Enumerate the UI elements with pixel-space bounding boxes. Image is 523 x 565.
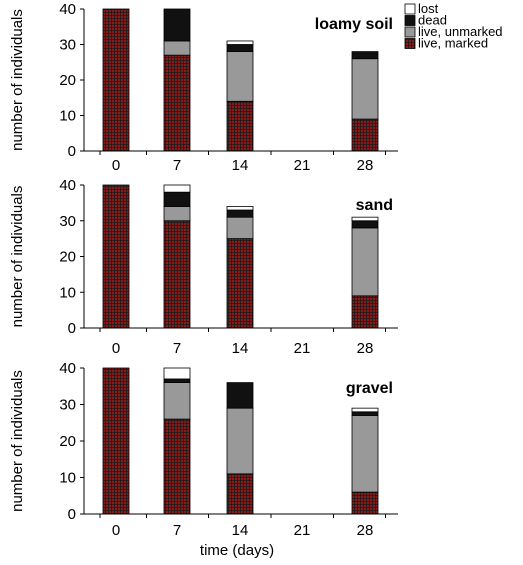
y-tick-label: 40 xyxy=(59,1,76,18)
legend-label: lost xyxy=(418,1,439,16)
legend-swatch xyxy=(404,15,416,26)
legend-label: dead xyxy=(418,13,447,28)
x-tick-label: 14 xyxy=(232,522,249,539)
y-tick-label: 30 xyxy=(59,397,76,414)
x-tick-label: 28 xyxy=(357,157,374,174)
bar-segment xyxy=(163,40,191,56)
y-tick-label: 30 xyxy=(59,213,76,230)
bar-segment xyxy=(351,227,379,297)
x-tick-label: 7 xyxy=(173,522,181,539)
y-tick-label: 10 xyxy=(59,284,76,301)
y-tick-label: 20 xyxy=(59,72,76,89)
bar-segment xyxy=(226,238,254,329)
panel-title: sand xyxy=(356,197,393,214)
x-tick-label: 21 xyxy=(294,522,311,539)
legend-swatch xyxy=(404,38,416,49)
bar-segment xyxy=(226,40,254,45)
chart-panel: 0 10 20 30 40 0 7 14 21 28 number of individuals gr… xyxy=(9,360,398,539)
bar-segment xyxy=(351,411,379,416)
y-tick-label: 20 xyxy=(59,249,76,266)
x-tick-label: 7 xyxy=(173,340,181,357)
bar-segment xyxy=(226,407,254,475)
bar-segment xyxy=(102,8,130,152)
bar-segment xyxy=(226,209,254,218)
y-tick-label: 30 xyxy=(59,37,76,54)
bar-segment xyxy=(351,118,379,152)
y-tick-label: 0 xyxy=(68,506,76,523)
x-tick-label: 0 xyxy=(112,340,120,357)
legend-swatch xyxy=(404,3,416,15)
bar-segment xyxy=(163,418,191,515)
legend-label: live, marked xyxy=(418,36,488,51)
bar-segment xyxy=(351,407,379,413)
bar-segment xyxy=(226,44,254,52)
x-tick-label: 14 xyxy=(232,157,249,174)
bar-segment xyxy=(163,191,191,207)
y-tick-label: 20 xyxy=(59,433,76,450)
bar-segment xyxy=(226,473,254,515)
x-tick-label: 28 xyxy=(357,522,374,539)
y-tick-label: 40 xyxy=(59,360,76,377)
y-tick-label: 10 xyxy=(59,470,76,487)
bar-segment xyxy=(226,216,254,240)
x-tick-label: 14 xyxy=(232,340,249,357)
bar-segment xyxy=(226,51,254,102)
bar-segment xyxy=(226,382,254,409)
bar-segment xyxy=(163,367,191,380)
bar-segment xyxy=(163,206,191,222)
bar-segment xyxy=(163,184,191,193)
bar-segment xyxy=(351,220,379,229)
x-tick-label: 21 xyxy=(294,340,311,357)
bar-segment xyxy=(163,382,191,420)
x-axis-title: time (days) xyxy=(200,542,274,559)
panel-title: gravel xyxy=(346,380,393,397)
bar-segment xyxy=(351,491,379,515)
bar-segment xyxy=(351,295,379,329)
bar-segment xyxy=(163,54,191,152)
y-axis-title: number of individuals xyxy=(9,9,26,151)
bar-segment xyxy=(163,220,191,329)
bar-segment xyxy=(226,100,254,152)
y-tick-label: 10 xyxy=(59,108,76,125)
chart-panel: 0 10 20 30 40 0 7 14 21 28 number of individuals lo… xyxy=(9,1,398,174)
legend-swatch xyxy=(404,26,416,38)
bar-segment xyxy=(351,58,379,120)
x-tick-label: 28 xyxy=(357,340,374,357)
bar-segment xyxy=(102,367,130,515)
x-tick-label: 0 xyxy=(112,522,120,539)
x-tick-label: 7 xyxy=(173,157,181,174)
y-tick-label: 0 xyxy=(68,143,76,160)
bar-segment xyxy=(163,8,191,42)
bar-segment xyxy=(351,51,379,60)
bar-segment xyxy=(163,378,191,384)
x-tick-label: 0 xyxy=(112,157,120,174)
chart-panel: 0 10 20 30 40 0 7 14 21 28 number of individuals sa… xyxy=(9,177,398,357)
legend-label: live, unmarked xyxy=(418,24,503,39)
y-tick-label: 0 xyxy=(68,320,76,337)
y-tick-label: 40 xyxy=(59,177,76,194)
bar-segment xyxy=(226,206,254,211)
x-tick-label: 21 xyxy=(294,157,311,174)
bar-segment xyxy=(102,184,130,329)
panel-title: loamy soil xyxy=(315,16,393,33)
y-axis-title: number of individuals xyxy=(9,186,26,328)
y-axis-title: number of individuals xyxy=(9,370,26,512)
bar-segment xyxy=(351,216,379,222)
bar-segment xyxy=(351,415,379,493)
